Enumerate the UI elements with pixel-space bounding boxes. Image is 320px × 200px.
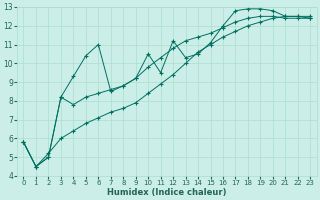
X-axis label: Humidex (Indice chaleur): Humidex (Indice chaleur) xyxy=(107,188,227,197)
